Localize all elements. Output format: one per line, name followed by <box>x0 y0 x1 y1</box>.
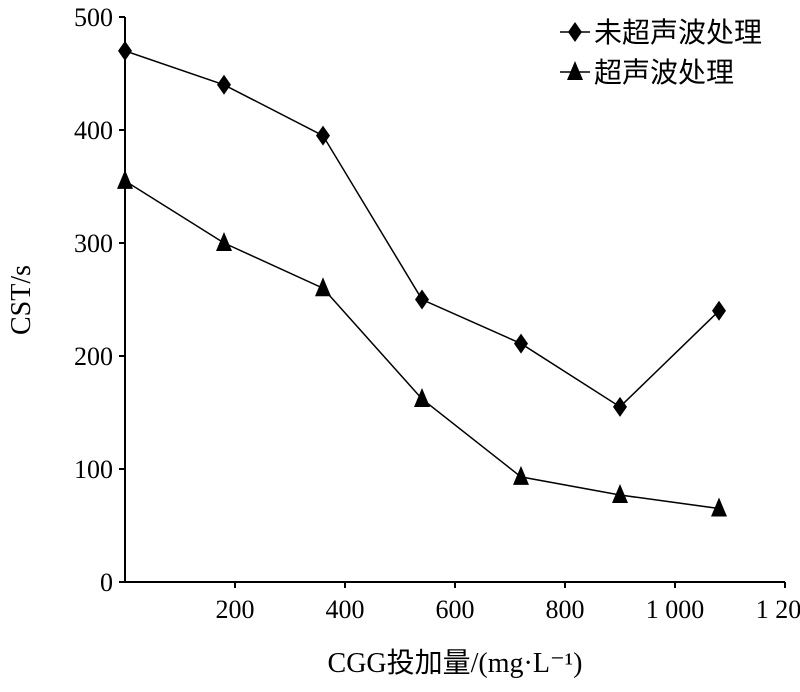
data-point <box>513 465 529 485</box>
series-line <box>124 50 720 408</box>
x-tick-label: 1 000 <box>646 595 705 624</box>
data-point <box>613 396 627 417</box>
series-untreated <box>118 40 726 417</box>
series-layer <box>117 40 727 517</box>
data-point <box>415 289 429 310</box>
y-tick-label: 200 <box>74 342 113 371</box>
y-axis-label: CST/s <box>6 265 37 335</box>
legend-marker-triangle <box>567 61 583 80</box>
x-tick-label: 600 <box>436 595 475 624</box>
data-point <box>216 232 232 251</box>
legend-marker-diamond <box>568 22 582 42</box>
x-tick-label: 1 200 <box>756 595 800 624</box>
x-axis-label: CGG投加量/(mg·L⁻¹) <box>328 647 583 679</box>
data-point <box>612 483 628 503</box>
series-line <box>124 180 720 510</box>
y-tick-label: 300 <box>74 229 113 258</box>
data-point <box>414 387 430 407</box>
x-tick-label: 200 <box>216 595 255 624</box>
y-tick-label: 100 <box>74 455 113 484</box>
data-point <box>117 169 133 189</box>
x-tick-label: 400 <box>326 595 365 624</box>
series-ultrasonic <box>117 169 727 517</box>
data-point <box>315 277 331 297</box>
data-point <box>514 333 528 354</box>
data-point <box>217 74 231 95</box>
data-point <box>118 40 132 61</box>
y-tick-label: 0 <box>100 568 113 597</box>
y-tick-label: 400 <box>74 116 113 145</box>
data-point <box>712 300 726 321</box>
x-tick-label: 800 <box>546 595 585 624</box>
y-tick-label: 500 <box>74 3 113 32</box>
legend-label: 超声波处理 <box>594 57 734 89</box>
legend-label: 未超声波处理 <box>594 17 762 49</box>
data-point <box>711 497 727 517</box>
data-point <box>316 125 330 146</box>
axes: 0 100 200 300 400 500 200 400 600 800 1 000 1 200 <box>74 3 800 624</box>
